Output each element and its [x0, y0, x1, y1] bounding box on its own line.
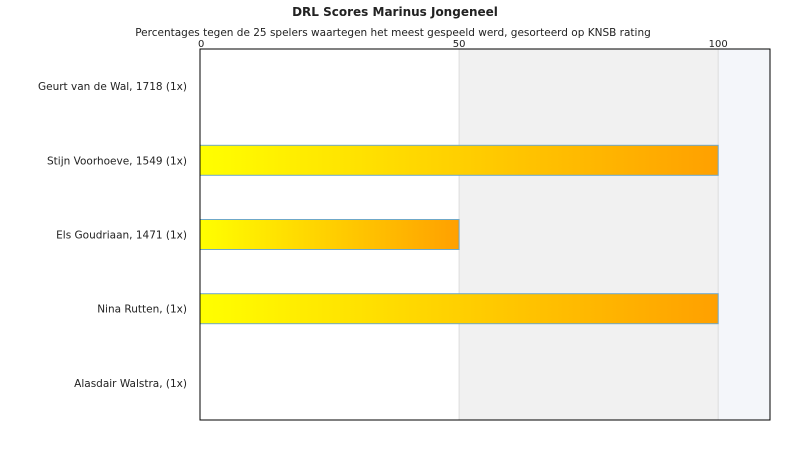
x-tick-label: 50: [453, 39, 466, 50]
bar: [199, 219, 460, 250]
x-tick-label: 0: [198, 39, 204, 50]
category-label: Nina Rutten, (1x): [97, 304, 187, 316]
category-label: Geurt van de Wal, 1718 (1x): [38, 81, 187, 93]
bar: [199, 293, 719, 325]
chart-title: DRL Scores Marinus Jongeneel: [292, 5, 498, 19]
category-label: Els Goudriaan, 1471 (1x): [56, 230, 187, 242]
background-band: [459, 49, 719, 420]
category-label: Stijn Voorhoeve, 1549 (1x): [47, 155, 187, 167]
category-label: Alasdair Walstra, (1x): [74, 378, 187, 390]
chart-subtitle: Percentages tegen de 25 spelers waartege…: [135, 27, 651, 39]
x-tick-label: 100: [709, 39, 728, 50]
background-band: [718, 49, 770, 420]
plot-frame: [199, 48, 771, 421]
plot-area: Geurt van de Wal, 1718 (1x) Stijn Voorhoe…: [38, 39, 771, 421]
bar: [199, 144, 719, 176]
